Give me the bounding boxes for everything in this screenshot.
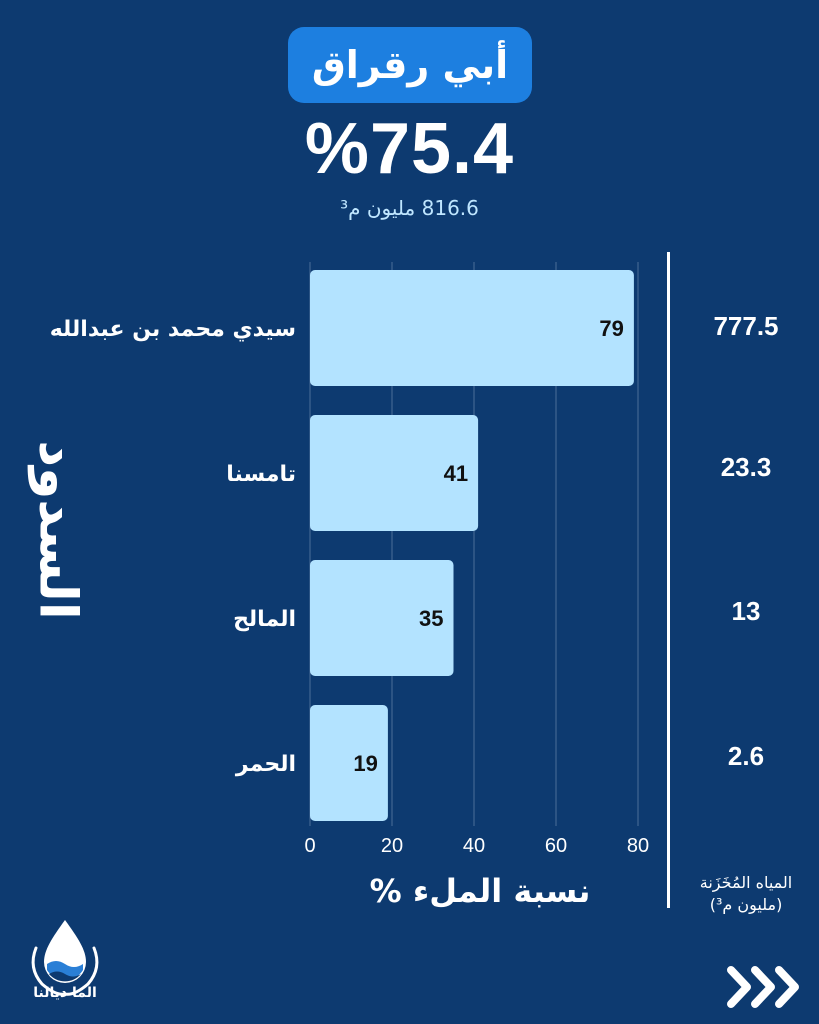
x-tick-label: 40 xyxy=(463,835,485,857)
dam-title: أبي رقراق xyxy=(288,27,532,103)
x-tick-label: 80 xyxy=(627,835,649,857)
column-divider xyxy=(667,252,670,908)
stored-water-label-line1: المياه المُخَزَنة xyxy=(699,873,793,892)
stored-value-sidi-mohamed: 777.5 xyxy=(713,311,779,341)
total-fill-percent: %75.4 xyxy=(304,109,515,189)
stored-value-tamesna: 23.3 xyxy=(720,452,772,482)
stored-value-el-maleh: 13 xyxy=(731,596,761,626)
x-tick-label: 0 xyxy=(304,835,315,857)
x-tick-label: 20 xyxy=(381,835,403,857)
category-label: المالح xyxy=(233,607,296,632)
bar xyxy=(310,270,634,386)
water-drop-logo-icon xyxy=(31,920,99,996)
x-axis-title: نسبة الملء % xyxy=(369,872,591,910)
category-label: الحمر xyxy=(235,752,296,777)
category-label: سيدي محمد بن عبدالله xyxy=(50,317,296,342)
bar-value-label: 41 xyxy=(444,461,468,486)
stored-water-label: المياه المُخَزَنة (مليون م³) xyxy=(676,872,816,916)
total-volume: 816.6 مليون م³ xyxy=(340,196,479,220)
bar xyxy=(310,415,479,531)
bar-value-label: 79 xyxy=(599,316,623,341)
bar xyxy=(310,705,388,821)
brand-name: الما ديالنا xyxy=(33,985,97,1001)
bar-value-label: 19 xyxy=(353,751,377,776)
category-label: تامسنا xyxy=(226,462,296,487)
stored-water-label-line2: (مليون م³) xyxy=(709,895,783,914)
bar-value-label: 35 xyxy=(419,606,443,631)
x-tick-label: 60 xyxy=(545,835,567,857)
bar xyxy=(310,560,454,676)
next-arrows-icon[interactable] xyxy=(725,960,805,1014)
stored-value-el-hamar: 2.6 xyxy=(727,741,765,771)
